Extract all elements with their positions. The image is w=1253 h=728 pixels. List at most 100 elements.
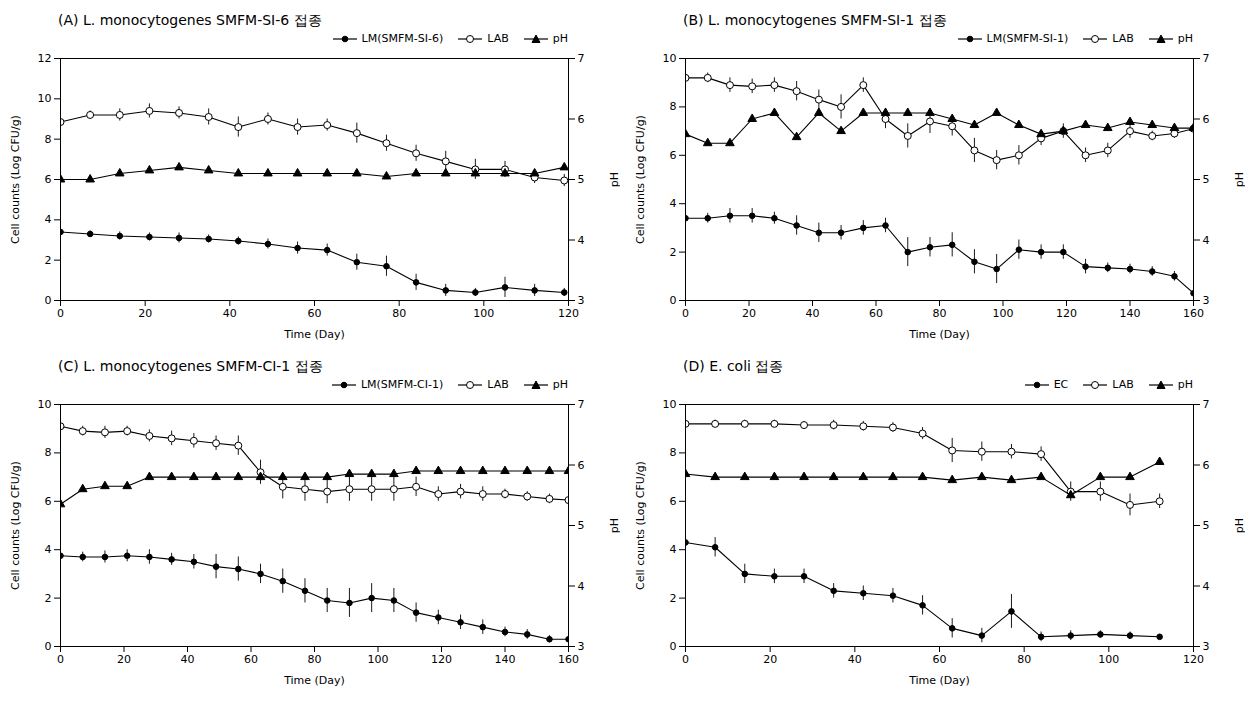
svg-text:3: 3 [1203, 640, 1210, 653]
svg-text:7: 7 [1203, 398, 1210, 411]
svg-text:2: 2 [670, 592, 677, 605]
svg-text:120: 120 [1183, 653, 1204, 666]
svg-text:80: 80 [933, 307, 947, 320]
svg-text:6: 6 [45, 495, 52, 508]
svg-text:pH: pH [608, 518, 621, 533]
svg-text:8: 8 [670, 100, 677, 113]
svg-text:7: 7 [578, 52, 585, 65]
svg-text:4: 4 [578, 580, 585, 593]
html-text:LM(SMFM-SI-1): LM(SMFM-SI-1) [986, 32, 1069, 45]
svg-text:6: 6 [670, 149, 677, 162]
svg-text:Cell counts (Log CFU/g): Cell counts (Log CFU/g) [9, 115, 22, 244]
svg-text:60: 60 [308, 307, 322, 320]
svg-text:80: 80 [308, 653, 322, 666]
svg-text:40: 40 [848, 653, 862, 666]
svg-text:Time (Day): Time (Day) [283, 328, 345, 341]
svg-text:160: 160 [558, 653, 579, 666]
svg-text:20: 20 [117, 653, 131, 666]
svg-text:100: 100 [473, 307, 494, 320]
svg-text:0: 0 [57, 307, 64, 320]
svg-text:3: 3 [578, 640, 585, 653]
svg-text:60: 60 [869, 307, 883, 320]
svg-text:0: 0 [670, 294, 677, 307]
html-text:LM(SMFM-SI-6): LM(SMFM-SI-6) [361, 32, 444, 45]
svg-text:pH: pH [1233, 172, 1246, 187]
svg-text:2: 2 [45, 592, 52, 605]
svg-text:7: 7 [1203, 52, 1210, 65]
svg-text:4: 4 [45, 213, 52, 226]
svg-text:pH: pH [608, 172, 621, 187]
svg-text:80: 80 [1017, 653, 1031, 666]
svg-text:120: 120 [558, 307, 579, 320]
svg-text:3: 3 [578, 294, 585, 307]
html-text:pH: pH [552, 32, 568, 45]
html-text:(D) E. coli 접종: (D) E. coli 접종 [683, 358, 784, 374]
svg-text:5: 5 [1203, 519, 1210, 532]
svg-text:pH: pH [1233, 518, 1246, 533]
svg-text:0: 0 [670, 640, 677, 653]
html-text:LM(SMFM-CI-1): LM(SMFM-CI-1) [360, 378, 444, 391]
svg-text:10: 10 [38, 398, 52, 411]
svg-text:6: 6 [670, 495, 677, 508]
svg-text:6: 6 [45, 173, 52, 186]
svg-text:8: 8 [45, 133, 52, 146]
svg-text:6: 6 [1203, 113, 1210, 126]
svg-text:Time (Day): Time (Day) [908, 328, 970, 341]
svg-text:2: 2 [45, 254, 52, 267]
svg-text:100: 100 [1098, 653, 1119, 666]
svg-text:4: 4 [578, 234, 585, 247]
svg-text:3: 3 [1203, 294, 1210, 307]
svg-text:5: 5 [578, 519, 585, 532]
svg-text:140: 140 [495, 653, 516, 666]
svg-text:8: 8 [45, 446, 52, 459]
svg-text:20: 20 [763, 653, 777, 666]
html-text:pH: pH [1177, 32, 1193, 45]
svg-text:40: 40 [806, 307, 820, 320]
svg-text:4: 4 [1203, 580, 1210, 593]
svg-text:10: 10 [663, 398, 677, 411]
svg-text:4: 4 [1203, 234, 1210, 247]
svg-text:60: 60 [933, 653, 947, 666]
svg-text:10: 10 [663, 52, 677, 65]
svg-text:6: 6 [1203, 459, 1210, 472]
html-text:LAB: LAB [1112, 32, 1134, 45]
html-text:(B) L. monocytogenes SMFM-SI-1: (B) L. monocytogenes SMFM-SI-1 접종 [683, 12, 947, 28]
svg-text:40: 40 [223, 307, 237, 320]
svg-text:4: 4 [670, 197, 677, 210]
svg-text:Cell counts (Log CFU/g): Cell counts (Log CFU/g) [634, 115, 647, 244]
svg-text:100: 100 [368, 653, 389, 666]
svg-text:6: 6 [578, 113, 585, 126]
svg-text:10: 10 [38, 92, 52, 105]
svg-text:Cell counts (Log CFU/g): Cell counts (Log CFU/g) [9, 461, 22, 590]
svg-text:2: 2 [670, 246, 677, 259]
svg-text:0: 0 [57, 653, 64, 666]
svg-text:12: 12 [38, 52, 52, 65]
svg-text:120: 120 [1056, 307, 1077, 320]
svg-text:8: 8 [670, 446, 677, 459]
svg-text:0: 0 [682, 307, 689, 320]
html-text:LAB: LAB [487, 32, 509, 45]
svg-text:0: 0 [45, 294, 52, 307]
svg-text:20: 20 [138, 307, 152, 320]
svg-text:160: 160 [1183, 307, 1204, 320]
svg-text:Cell counts (Log CFU/g): Cell counts (Log CFU/g) [634, 461, 647, 590]
html-text:(A) L. monocytogenes SMFM-SI-6: (A) L. monocytogenes SMFM-SI-6 접종 [58, 12, 322, 28]
svg-text:100: 100 [993, 307, 1014, 320]
html-text:(C) L. monocytogenes SMFM-CI-1: (C) L. monocytogenes SMFM-CI-1 접종 [58, 358, 323, 374]
svg-text:7: 7 [578, 398, 585, 411]
svg-text:20: 20 [742, 307, 756, 320]
svg-text:0: 0 [682, 653, 689, 666]
svg-text:Time (Day): Time (Day) [908, 674, 970, 687]
svg-text:80: 80 [392, 307, 406, 320]
svg-text:5: 5 [578, 173, 585, 186]
svg-text:5: 5 [1203, 173, 1210, 186]
svg-text:4: 4 [670, 543, 677, 556]
svg-text:40: 40 [181, 653, 195, 666]
svg-text:60: 60 [244, 653, 258, 666]
svg-text:120: 120 [431, 653, 452, 666]
svg-text:6: 6 [578, 459, 585, 472]
svg-text:4: 4 [45, 543, 52, 556]
svg-text:140: 140 [1120, 307, 1141, 320]
svg-text:Time (Day): Time (Day) [283, 674, 345, 687]
svg-text:0: 0 [45, 640, 52, 653]
